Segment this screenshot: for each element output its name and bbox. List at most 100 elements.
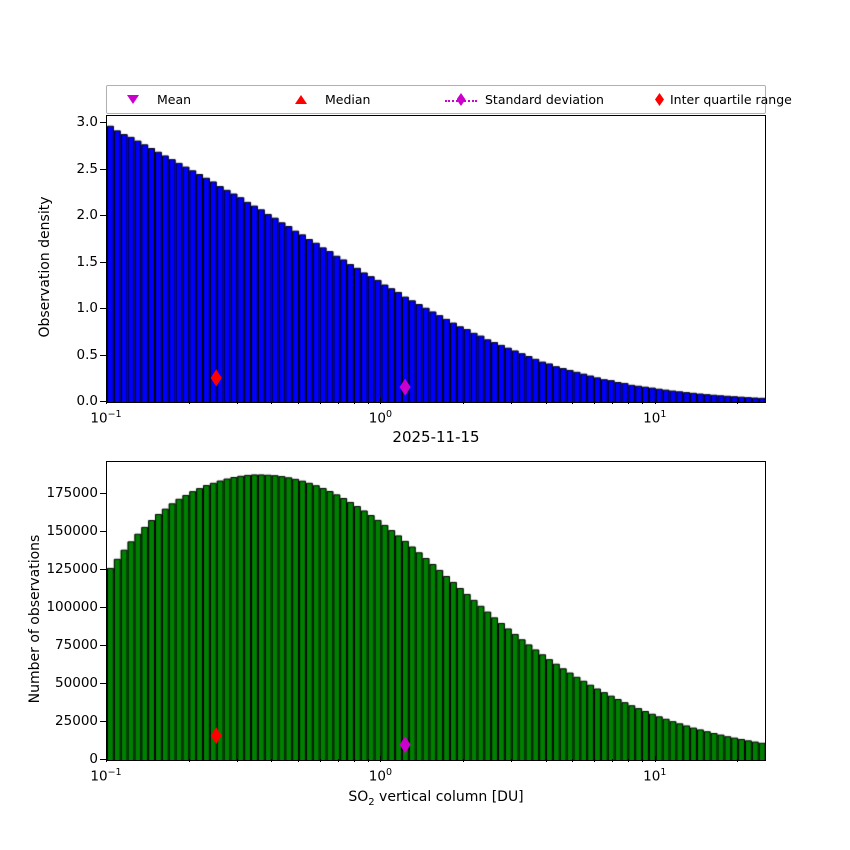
legend: Mean Median Standard deviation Inter qua… [106,85,792,114]
top-x-tickmark [654,398,656,404]
top-x-minor-tickmark [319,400,321,404]
bottom-x-tickmark [106,756,107,762]
bottom-x-minor-tickmark [188,758,190,762]
bottom-y-tick-label: 0 [89,751,98,767]
top-x-tick-label: 100 [368,409,393,427]
legend-label-standard-deviation: Standard deviation [485,92,604,107]
top-x-minor-tickmark [188,400,190,404]
bottom-x-minor-tickmark [337,758,339,762]
bottom-x-tick-label: 101 [643,767,667,785]
top-x-minor-tickmark [463,400,464,404]
top-x-minor-tickmark [545,400,547,404]
bottom-chart-x-tickmarks [106,755,850,762]
bottom-y-tick-label: 50000 [55,674,98,691]
top-x-minor-tickmark [271,400,273,404]
bottom-y-tick-label: 175000 [46,484,98,501]
bottom-x-minor-tickmark [236,758,238,762]
bottom-x-minor-tickmark [612,758,614,762]
top-y-tickmark [100,354,106,356]
top-x-minor-tickmark [236,400,238,404]
bottom-x-tickmark [654,756,656,762]
top-y-tick-label: 0.0 [76,393,98,409]
bottom-x-minor-tickmark [545,758,547,762]
top-x-minor-tickmark [353,400,355,404]
top-chart-y-axis-label: Observation density [37,196,53,338]
top-y-tickmark [100,261,106,263]
bottom-chart-x-tick-labels: 10−1 100 101 [90,763,766,789]
legend-item-inter-quartile-range: Inter quartile range [655,86,792,113]
top-y-tickmark [100,168,106,170]
bottom-y-tickmark [100,682,106,684]
legend-label-median: Median [325,92,371,107]
top-y-tick-label: 2.5 [76,160,98,177]
bottom-x-minor-tickmark [463,758,464,762]
top-y-tick-label: 0.5 [76,346,98,363]
legend-item-standard-deviation: Standard deviation [443,86,655,113]
top-y-tick-label: 2.0 [76,207,98,224]
bottom-y-tick-label: 25000 [55,712,98,729]
bottom-chart-y-tickmarks [99,461,106,761]
bottom-y-tickmark [100,530,106,532]
bottom-histogram-bars [107,462,765,760]
bottom-x-minor-tickmark [642,758,644,762]
top-y-tick-label: 3.0 [76,114,98,131]
top-x-minor-tickmark [593,400,595,404]
top-y-tickmark [100,215,106,217]
bottom-x-minor-tickmark [737,758,739,762]
top-chart-plot-area [106,115,766,403]
bottom-x-minor-tickmark [572,758,574,762]
bottom-x-minor-tickmark [511,758,513,762]
top-x-minor-tickmark [737,400,739,404]
triangle-up-icon [283,90,319,110]
top-marker-inter-quartile-range [210,369,222,387]
bottom-x-minor-tickmark [367,758,369,762]
top-marker-standard-deviation [399,378,411,396]
top-x-tickmark [380,398,382,404]
top-y-tickmark [100,401,106,402]
bottom-chart-plot-area [106,461,766,761]
bottom-x-minor-tickmark [271,758,273,762]
top-chart-x-tick-labels: 10−1 100 101 [90,405,766,431]
bottom-y-tick-label: 150000 [46,522,98,539]
top-chart-y-tick-labels: 0.0 0.5 1.0 1.5 2.0 2.5 3.0 [6,114,98,409]
bottom-chart-y-axis-label: Number of observations [27,534,43,704]
top-x-minor-tickmark [367,400,369,404]
bottom-x-minor-tickmark [628,758,630,762]
legend-label-mean: Mean [157,92,192,107]
bottom-chart-y-tick-labels: 0 25000 50000 75000 100000 125000 150000 175000 [6,461,98,767]
top-x-tick-label: 101 [643,409,667,427]
diamond-dotted-icon [443,90,479,110]
top-x-tick-label: 10−1 [90,409,122,427]
top-histogram-bars [107,116,765,402]
bottom-y-tick-label: 100000 [46,598,98,615]
top-chart-x-tickmarks [106,397,850,404]
top-x-minor-tickmark [297,400,299,404]
legend-item-median: Median [283,86,443,113]
legend-label-inter-quartile-range: Inter quartile range [670,92,792,107]
bottom-x-minor-tickmark [297,758,299,762]
top-x-minor-tickmark [511,400,513,404]
top-y-tick-label: 1.5 [76,253,98,270]
bottom-y-tickmark [100,644,106,646]
bottom-chart-x-axis-label: SO2 vertical column [DU] [348,789,524,808]
bottom-y-tickmark [100,759,106,760]
diamond-line-icon [655,90,664,110]
bottom-y-tickmark [100,568,106,570]
top-chart-y-tickmarks [99,115,106,403]
bottom-y-tick-label: 125000 [46,560,98,577]
triangle-down-icon [115,90,151,110]
top-x-minor-tickmark [642,400,644,404]
top-x-tickmark [106,398,107,404]
bottom-y-tickmark [100,606,106,608]
top-y-tickmark [100,308,106,310]
top-x-minor-tickmark [572,400,574,404]
bottom-x-tick-label: 10−1 [90,767,122,785]
bottom-x-tickmark [380,756,382,762]
bottom-x-minor-tickmark [593,758,595,762]
top-y-tick-label: 1.0 [76,300,98,317]
bottom-y-tick-label: 75000 [55,636,98,653]
top-y-tickmark [100,122,106,124]
top-x-minor-tickmark [612,400,614,404]
bottom-x-tick-label: 100 [368,767,393,785]
